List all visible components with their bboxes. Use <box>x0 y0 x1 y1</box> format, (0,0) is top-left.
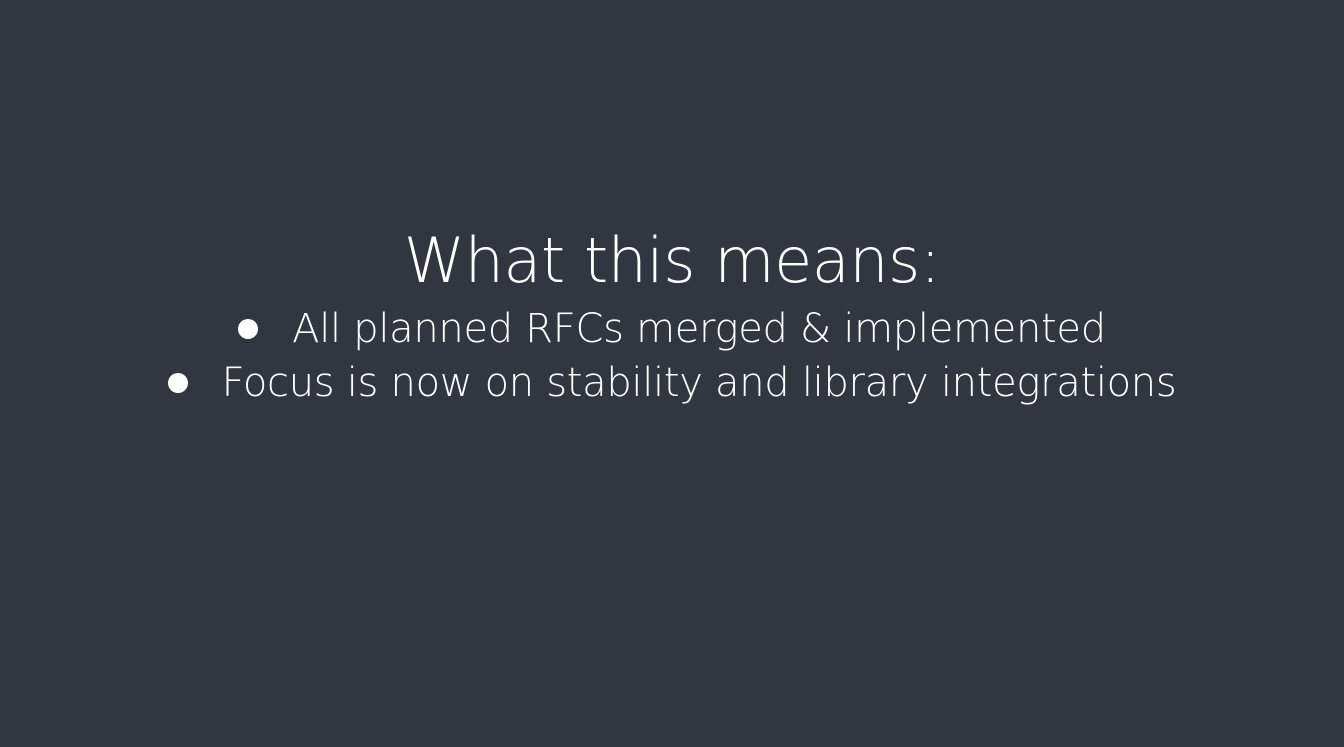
bullet-text: All planned RFCs merged & implemented <box>292 306 1106 352</box>
bullet-item: Focus is now on stability and library in… <box>0 358 1344 408</box>
bullet-dot-icon <box>238 319 259 339</box>
bullet-dot-icon <box>167 373 188 393</box>
bullet-item: All planned RFCs merged & implemented <box>0 304 1344 354</box>
bullet-text: Focus is now on stability and library in… <box>221 360 1177 406</box>
slide-title: What this means: <box>403 224 941 297</box>
